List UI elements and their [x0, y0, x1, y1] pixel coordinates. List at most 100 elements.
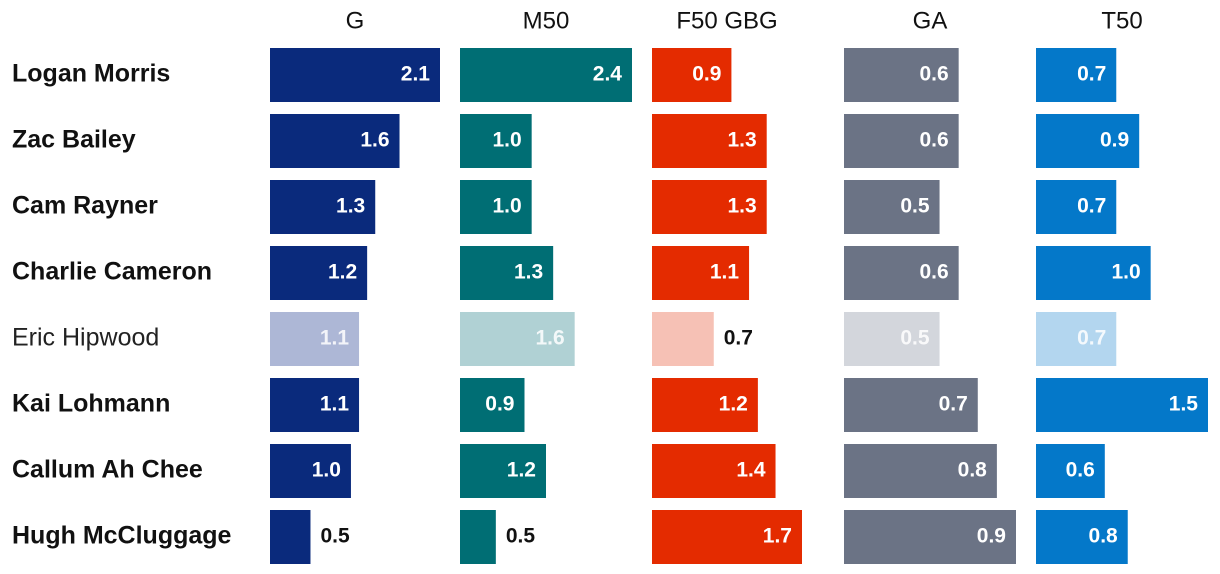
value-label-ga-kai-lohmann: 0.7 — [939, 393, 968, 416]
bar-ga-cam-rayner — [844, 180, 940, 234]
value-label-g-charlie-cameron: 1.2 — [328, 261, 357, 284]
player-label-zac-bailey: Zac Bailey — [12, 126, 136, 154]
value-label-f50-gbg-zac-bailey: 1.3 — [728, 129, 757, 152]
bar-m50-logan-morris — [460, 48, 632, 102]
bar-m50-kai-lohmann — [460, 378, 525, 432]
bar-t50-charlie-cameron — [1036, 246, 1151, 300]
bar-m50-hugh-mccluggage — [460, 510, 496, 564]
panel-ga: 0.6 0.6 0.5 0.6 0.5 0.7 0.8 0.9 — [844, 48, 1016, 564]
bar-ga-kai-lohmann — [844, 378, 978, 432]
player-label-eric-hipwood: Eric Hipwood — [12, 324, 159, 352]
value-label-m50-eric-hipwood: 1.6 — [535, 327, 564, 350]
value-label-ga-hugh-mccluggage: 0.9 — [977, 525, 1006, 548]
bar-m50-eric-hipwood — [460, 312, 575, 366]
value-label-t50-logan-morris: 0.7 — [1077, 63, 1106, 86]
column-header-ga: GA — [913, 7, 948, 34]
value-label-g-zac-bailey: 1.6 — [360, 129, 389, 152]
player-label-charlie-cameron: Charlie Cameron — [12, 258, 212, 286]
value-label-t50-cam-rayner: 0.7 — [1077, 195, 1106, 218]
value-label-f50-gbg-charlie-cameron: 1.1 — [710, 261, 740, 284]
bar-ga-zac-bailey — [844, 114, 959, 168]
bar-f50-gbg-cam-rayner — [652, 180, 767, 234]
value-label-f50-gbg-callum-ah-chee: 1.4 — [736, 459, 766, 482]
bar-panels: 2.1 1.6 1.3 1.2 1.1 1.1 1.0 0.5 2.4 1.0 1.0 1.3 1.6 0… — [270, 48, 1208, 564]
column-headers: G M50 F50 GBG GA T50 — [346, 7, 1143, 34]
bar-f50-gbg-callum-ah-chee — [652, 444, 776, 498]
panel-f50-gbg: 0.9 1.3 1.3 1.1 0.7 1.2 1.4 1.7 — [652, 48, 802, 564]
bar-f50-gbg-logan-morris — [652, 48, 732, 102]
bar-ga-eric-hipwood — [844, 312, 940, 366]
value-label-ga-cam-rayner: 0.5 — [900, 195, 930, 218]
value-label-g-logan-morris: 2.1 — [401, 63, 431, 86]
bar-g-logan-morris — [270, 48, 440, 102]
bar-g-zac-bailey — [270, 114, 400, 168]
value-label-f50-gbg-eric-hipwood: 0.7 — [724, 327, 753, 350]
bar-t50-kai-lohmann — [1036, 378, 1208, 432]
value-label-ga-callum-ah-chee: 0.8 — [958, 459, 988, 482]
bar-m50-zac-bailey — [460, 114, 532, 168]
column-header-m50: M50 — [523, 7, 570, 34]
column-header-t50: T50 — [1101, 7, 1142, 34]
value-label-g-hugh-mccluggage: 0.5 — [320, 525, 350, 548]
player-labels: Logan Morris Zac Bailey Cam Rayner Charlie … — [12, 60, 232, 550]
bar-m50-callum-ah-chee — [460, 444, 546, 498]
bar-ga-logan-morris — [844, 48, 959, 102]
value-label-f50-gbg-hugh-mccluggage: 1.7 — [763, 525, 792, 548]
bar-ga-charlie-cameron — [844, 246, 959, 300]
bar-f50-gbg-charlie-cameron — [652, 246, 750, 300]
value-label-g-kai-lohmann: 1.1 — [320, 393, 350, 416]
value-label-f50-gbg-kai-lohmann: 1.2 — [719, 393, 748, 416]
value-label-t50-hugh-mccluggage: 0.8 — [1089, 525, 1119, 548]
value-label-ga-zac-bailey: 0.6 — [919, 129, 948, 152]
value-label-m50-kai-lohmann: 0.9 — [485, 393, 514, 416]
bar-t50-logan-morris — [1036, 48, 1117, 102]
bar-g-hugh-mccluggage — [270, 510, 311, 564]
bar-t50-cam-rayner — [1036, 180, 1117, 234]
bar-g-charlie-cameron — [270, 246, 368, 300]
bar-g-eric-hipwood — [270, 312, 360, 366]
bar-ga-hugh-mccluggage — [844, 510, 1016, 564]
player-label-cam-rayner: Cam Rayner — [12, 192, 158, 220]
value-label-f50-gbg-cam-rayner: 1.3 — [728, 195, 757, 218]
panel-m50: 2.4 1.0 1.0 1.3 1.6 0.9 1.2 0.5 — [460, 48, 632, 564]
bar-t50-hugh-mccluggage — [1036, 510, 1128, 564]
player-label-logan-morris: Logan Morris — [12, 60, 170, 88]
bar-f50-gbg-zac-bailey — [652, 114, 767, 168]
value-label-t50-zac-bailey: 0.9 — [1100, 129, 1129, 152]
value-label-g-cam-rayner: 1.3 — [336, 195, 365, 218]
column-header-g: G — [346, 7, 365, 34]
player-label-callum-ah-chee: Callum Ah Chee — [12, 456, 203, 484]
bar-f50-gbg-kai-lohmann — [652, 378, 758, 432]
value-label-m50-zac-bailey: 1.0 — [492, 129, 521, 152]
panel-g: 2.1 1.6 1.3 1.2 1.1 1.1 1.0 0.5 — [270, 48, 440, 564]
value-label-g-callum-ah-chee: 1.0 — [312, 459, 341, 482]
panel-t50: 0.7 0.9 0.7 1.0 0.7 1.5 0.6 0.8 — [1036, 48, 1208, 564]
bar-f50-gbg-eric-hipwood — [652, 312, 714, 366]
value-label-ga-eric-hipwood: 0.5 — [900, 327, 930, 350]
value-label-m50-logan-morris: 2.4 — [593, 63, 623, 86]
value-label-ga-charlie-cameron: 0.6 — [919, 261, 948, 284]
bar-f50-gbg-hugh-mccluggage — [652, 510, 802, 564]
value-label-g-eric-hipwood: 1.1 — [320, 327, 350, 350]
value-label-t50-charlie-cameron: 1.0 — [1111, 261, 1140, 284]
value-label-m50-charlie-cameron: 1.3 — [514, 261, 543, 284]
value-label-m50-cam-rayner: 1.0 — [492, 195, 521, 218]
bar-m50-charlie-cameron — [460, 246, 554, 300]
value-label-m50-hugh-mccluggage: 0.5 — [506, 525, 536, 548]
value-label-t50-kai-lohmann: 1.5 — [1169, 393, 1199, 416]
value-label-f50-gbg-logan-morris: 0.9 — [692, 63, 721, 86]
value-label-m50-callum-ah-chee: 1.2 — [507, 459, 536, 482]
value-label-t50-eric-hipwood: 0.7 — [1077, 327, 1106, 350]
bar-t50-zac-bailey — [1036, 114, 1140, 168]
player-label-kai-lohmann: Kai Lohmann — [12, 390, 170, 418]
bar-t50-eric-hipwood — [1036, 312, 1117, 366]
bar-ga-callum-ah-chee — [844, 444, 997, 498]
column-header-f50-gbg: F50 GBG — [676, 7, 777, 34]
bar-g-callum-ah-chee — [270, 444, 351, 498]
bar-t50-callum-ah-chee — [1036, 444, 1105, 498]
value-label-ga-logan-morris: 0.6 — [919, 63, 948, 86]
bar-g-cam-rayner — [270, 180, 376, 234]
player-label-hugh-mccluggage: Hugh McCluggage — [12, 522, 232, 550]
value-label-t50-callum-ah-chee: 0.6 — [1066, 459, 1095, 482]
